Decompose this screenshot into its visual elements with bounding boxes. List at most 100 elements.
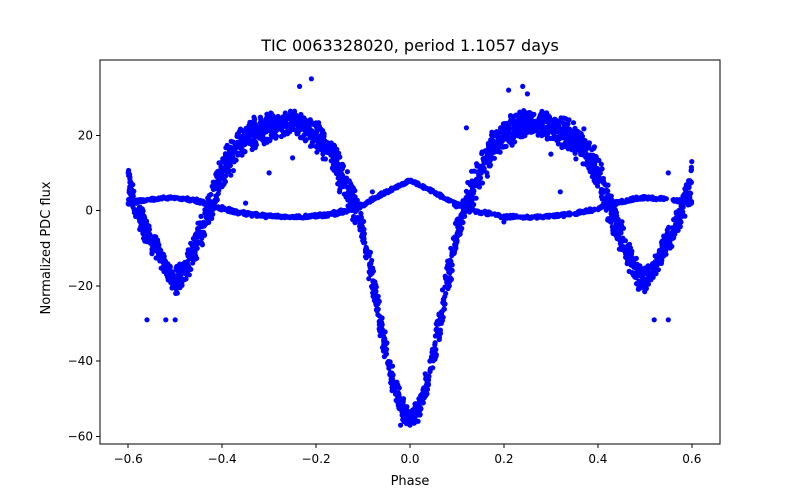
data-point-secondary [605, 204, 612, 210]
data-point-primary [316, 120, 322, 126]
data-point-primary [396, 392, 402, 398]
data-point-primary [634, 268, 640, 275]
data-point-primary [209, 215, 215, 221]
data-point-secondary [520, 214, 526, 220]
data-point-primary [282, 110, 288, 116]
data-point-primary [179, 280, 185, 286]
data-point-secondary [441, 195, 447, 201]
x-tick-label: 0.4 [588, 452, 607, 466]
data-point-primary [221, 181, 227, 187]
data-point-primary [643, 270, 650, 276]
data-point-primary [453, 221, 459, 227]
data-point-primary [418, 406, 424, 412]
data-point-primary [457, 224, 463, 230]
data-point-primary [669, 243, 675, 249]
data-point-primary [588, 153, 595, 160]
data-point-primary [228, 158, 234, 164]
data-point-primary [378, 319, 385, 325]
data-point-secondary [235, 209, 241, 215]
data-point-secondary [133, 198, 139, 204]
data-point-primary [583, 154, 589, 160]
data-point-primary [357, 221, 363, 227]
y-axis-ticks: −60 −40 −20 0 20 [68, 128, 100, 443]
data-point-primary [510, 116, 516, 122]
data-point-primary [553, 123, 559, 129]
data-point-secondary [396, 183, 402, 189]
data-point-primary [414, 404, 420, 410]
data-point-primary [463, 195, 469, 201]
data-point-primary [597, 170, 603, 176]
data-point-secondary [313, 214, 319, 220]
data-point-primary [156, 248, 162, 254]
data-point-primary [509, 142, 515, 148]
data-point-secondary [382, 190, 388, 196]
data-point-primary [643, 285, 650, 292]
x-tick-label: −0.4 [208, 452, 237, 466]
data-point-primary [258, 118, 264, 125]
data-point-primary [418, 399, 424, 405]
data-point-primary [349, 183, 355, 189]
data-point-primary [538, 115, 544, 121]
data-point-secondary [304, 213, 310, 219]
data-point-primary [267, 124, 273, 130]
data-point-primary [646, 276, 652, 282]
data-point-primary [212, 186, 218, 192]
data-point-primary [266, 117, 272, 123]
data-point-primary [474, 161, 480, 167]
data-point-primary [344, 184, 350, 190]
data-point-secondary [403, 180, 409, 186]
y-axis-label: Normalized PDC flux [39, 181, 54, 314]
data-point-secondary [370, 195, 376, 201]
data-point-primary [684, 190, 690, 196]
data-point-secondary [671, 198, 677, 204]
data-point-primary [384, 340, 390, 346]
data-point-secondary [510, 212, 516, 218]
data-point-outlier [651, 317, 657, 323]
data-point-primary [265, 136, 271, 142]
chart-title: TIC 0063328020, period 1.1057 days [260, 36, 559, 55]
data-point-primary [573, 156, 579, 162]
data-point-primary [687, 195, 693, 201]
data-point-secondary [631, 196, 637, 203]
data-point-primary [626, 268, 632, 274]
data-point-primary [600, 175, 607, 182]
data-point-primary [549, 117, 556, 124]
data-point-primary [361, 218, 367, 224]
data-point-primary [591, 178, 597, 184]
data-point-primary [609, 224, 615, 230]
data-point-primary [473, 195, 479, 201]
data-point-primary [389, 363, 396, 369]
data-point-primary [208, 191, 214, 198]
data-point-primary [382, 336, 388, 342]
data-point-primary [147, 239, 153, 246]
data-point-primary [423, 382, 429, 388]
data-point-primary [141, 235, 147, 242]
data-point-secondary [501, 213, 507, 219]
data-point-primary [540, 119, 546, 125]
data-point-secondary [676, 198, 682, 204]
data-point-primary [688, 179, 694, 185]
data-point-primary [448, 262, 454, 268]
data-point-primary [251, 114, 257, 120]
data-point-primary [479, 180, 485, 186]
data-point-primary [166, 269, 172, 275]
data-point-primary [400, 396, 407, 402]
data-point-primary [424, 386, 431, 392]
data-point-primary [413, 411, 419, 417]
x-tick-label: 0.2 [494, 452, 513, 466]
data-point-primary [589, 174, 595, 180]
data-point-primary [335, 170, 341, 176]
data-point-primary [230, 168, 236, 174]
data-point-primary [455, 228, 461, 234]
data-point-primary [146, 231, 152, 237]
data-point-primary [373, 284, 379, 290]
data-point-primary [512, 126, 519, 132]
data-point-secondary [475, 208, 481, 214]
data-point-primary [381, 354, 387, 360]
data-point-secondary [357, 203, 363, 209]
data-point-primary [361, 226, 367, 232]
data-point-secondary [376, 193, 382, 199]
data-point-outlier [308, 76, 314, 82]
data-point-primary [542, 114, 548, 120]
